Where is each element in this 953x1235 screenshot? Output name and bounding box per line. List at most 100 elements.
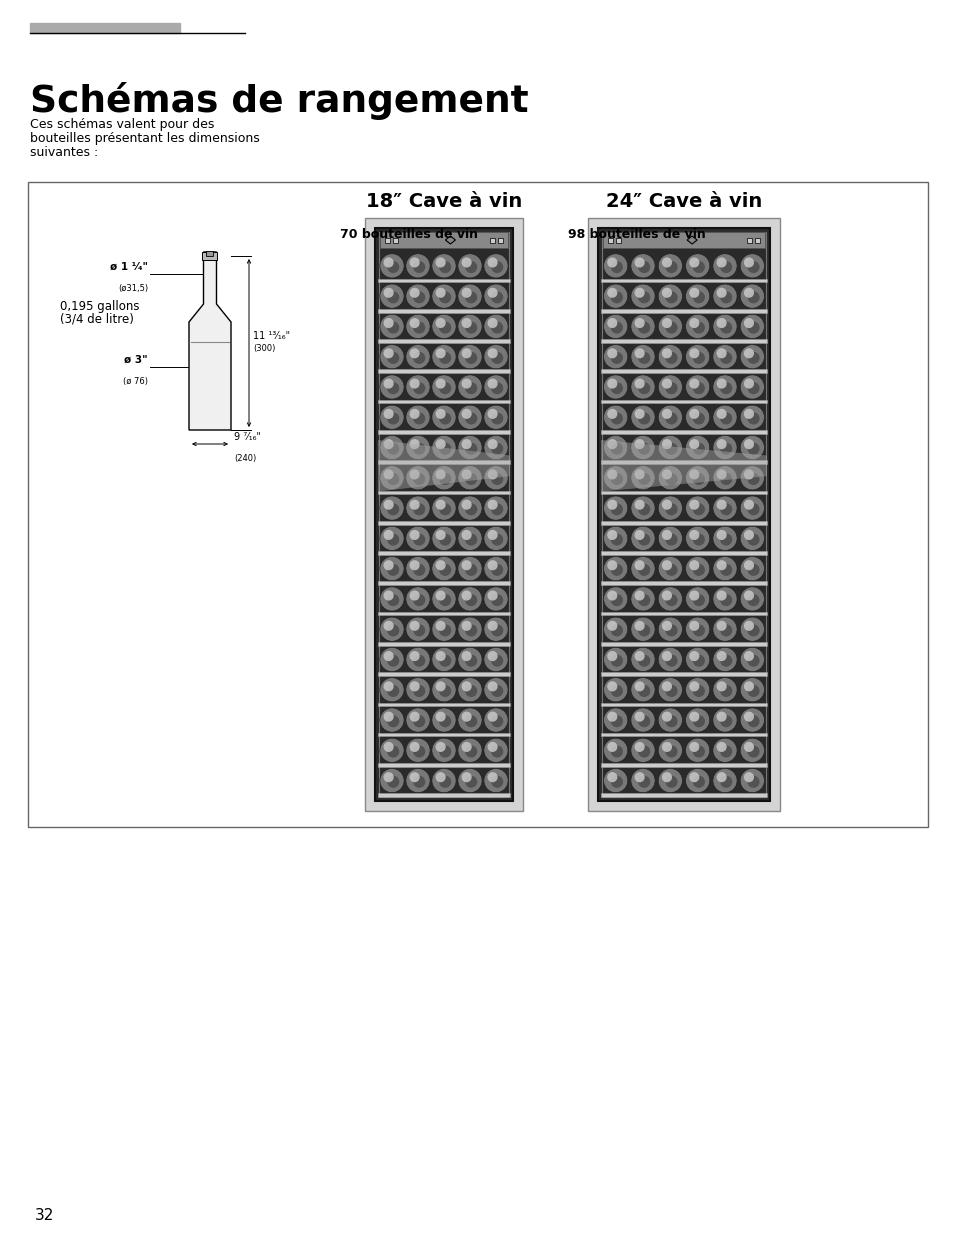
Circle shape [383, 440, 394, 450]
Circle shape [610, 685, 622, 697]
Circle shape [483, 375, 508, 399]
Circle shape [413, 534, 425, 546]
Circle shape [630, 345, 655, 369]
Circle shape [405, 587, 430, 611]
Circle shape [461, 348, 471, 358]
Circle shape [630, 678, 655, 701]
Circle shape [491, 473, 503, 485]
Circle shape [661, 561, 671, 571]
Circle shape [740, 405, 763, 430]
Circle shape [743, 590, 753, 600]
Circle shape [409, 257, 419, 268]
Circle shape [630, 739, 655, 762]
Circle shape [413, 412, 425, 425]
Circle shape [457, 466, 481, 490]
Circle shape [665, 412, 677, 425]
Circle shape [383, 348, 394, 358]
Circle shape [634, 711, 644, 721]
Circle shape [379, 557, 404, 580]
Circle shape [457, 496, 481, 520]
Circle shape [716, 409, 726, 419]
Circle shape [743, 621, 753, 631]
Circle shape [487, 590, 497, 600]
Circle shape [712, 768, 737, 793]
Circle shape [712, 557, 737, 580]
Circle shape [658, 647, 681, 672]
Circle shape [436, 772, 445, 782]
Circle shape [487, 500, 497, 510]
Circle shape [638, 746, 650, 757]
Circle shape [438, 564, 451, 576]
Bar [490, 237, 495, 242]
Circle shape [438, 594, 451, 606]
Polygon shape [377, 440, 510, 492]
Circle shape [747, 321, 759, 333]
Circle shape [379, 496, 404, 520]
Bar [377, 793, 510, 797]
Circle shape [606, 348, 617, 358]
Circle shape [630, 496, 655, 520]
Bar [600, 793, 766, 797]
Bar [600, 369, 766, 373]
Circle shape [409, 378, 419, 389]
Circle shape [383, 317, 394, 329]
Circle shape [438, 685, 451, 697]
Circle shape [383, 561, 394, 571]
Circle shape [658, 708, 681, 732]
Circle shape [610, 321, 622, 333]
Circle shape [740, 314, 763, 338]
Circle shape [665, 594, 677, 606]
Circle shape [491, 412, 503, 425]
Circle shape [638, 412, 650, 425]
Circle shape [712, 436, 737, 459]
Bar [377, 369, 510, 373]
Circle shape [405, 466, 430, 490]
Bar [602, 232, 764, 248]
Circle shape [487, 257, 497, 268]
Circle shape [487, 742, 497, 752]
Circle shape [379, 768, 404, 793]
Circle shape [692, 473, 704, 485]
Circle shape [720, 382, 732, 394]
Circle shape [630, 375, 655, 399]
Circle shape [491, 776, 503, 788]
Circle shape [487, 711, 497, 721]
Circle shape [610, 776, 622, 788]
Circle shape [740, 496, 763, 520]
Circle shape [483, 557, 508, 580]
Bar [377, 703, 510, 706]
Circle shape [405, 405, 430, 430]
Circle shape [413, 685, 425, 697]
Circle shape [720, 442, 732, 454]
Circle shape [712, 375, 737, 399]
Circle shape [661, 257, 671, 268]
Circle shape [740, 526, 763, 551]
Circle shape [634, 621, 644, 631]
Bar [600, 400, 766, 404]
Circle shape [692, 685, 704, 697]
Circle shape [716, 440, 726, 450]
Circle shape [438, 321, 451, 333]
Circle shape [465, 503, 476, 515]
Circle shape [658, 345, 681, 369]
Circle shape [740, 375, 763, 399]
Circle shape [688, 378, 699, 389]
Circle shape [383, 469, 394, 479]
Circle shape [432, 314, 456, 338]
Bar [746, 237, 751, 242]
Circle shape [692, 291, 704, 304]
Circle shape [743, 288, 753, 298]
Bar [497, 237, 502, 242]
Text: ø 1 ¹⁄₄": ø 1 ¹⁄₄" [110, 262, 148, 272]
Bar [377, 461, 510, 464]
Circle shape [606, 500, 617, 510]
Circle shape [383, 621, 394, 631]
Circle shape [743, 742, 753, 752]
Circle shape [457, 375, 481, 399]
Circle shape [457, 739, 481, 762]
Circle shape [461, 682, 471, 692]
Circle shape [387, 594, 399, 606]
Circle shape [638, 382, 650, 394]
Circle shape [436, 288, 445, 298]
Circle shape [432, 708, 456, 732]
